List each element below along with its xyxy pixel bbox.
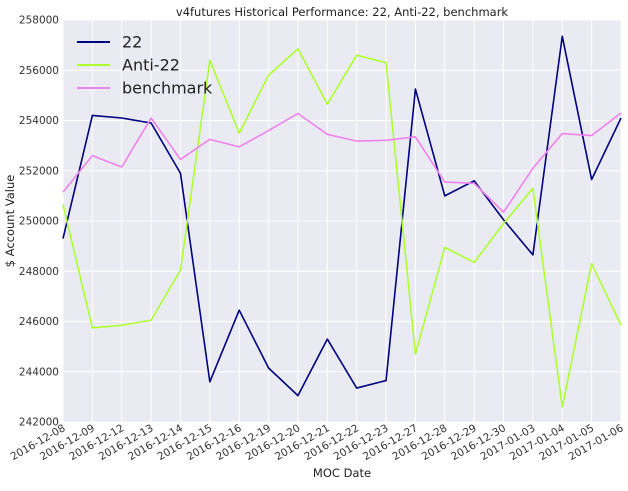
y-tick-label: 256000 <box>19 65 59 77</box>
y-axis-label: $ Account Value <box>3 175 17 268</box>
y-tick-labels: 242000 244000 246000 248000 250000 252000 2540… <box>19 15 59 429</box>
series-line-2 <box>62 48 622 408</box>
series-lines <box>62 35 622 408</box>
series-line-3 <box>62 112 622 214</box>
y-tick-label: 250000 <box>19 216 59 228</box>
legend-label: Anti-22 <box>122 56 180 75</box>
legend: 22 Anti-22 benchmark <box>77 33 213 98</box>
x-axis-label: MOC Date <box>313 466 371 480</box>
y-tick-label: 254000 <box>19 115 59 127</box>
chart-title: v4futures Historical Performance: 22, An… <box>176 5 509 19</box>
y-tick-label: 246000 <box>19 316 59 328</box>
x-tick-labels: 2016-12-082016-12-092016-12-122016-12-13… <box>9 422 626 463</box>
grid <box>62 19 622 423</box>
y-tick-label: 258000 <box>19 15 59 27</box>
legend-label: 22 <box>122 33 142 52</box>
y-tick-label: 252000 <box>19 165 59 177</box>
y-tick-label: 248000 <box>19 266 59 278</box>
y-tick-label: 242000 <box>19 417 59 429</box>
legend-label: benchmark <box>122 79 213 98</box>
series-line-1 <box>62 35 622 397</box>
y-tick-label: 244000 <box>19 366 59 378</box>
